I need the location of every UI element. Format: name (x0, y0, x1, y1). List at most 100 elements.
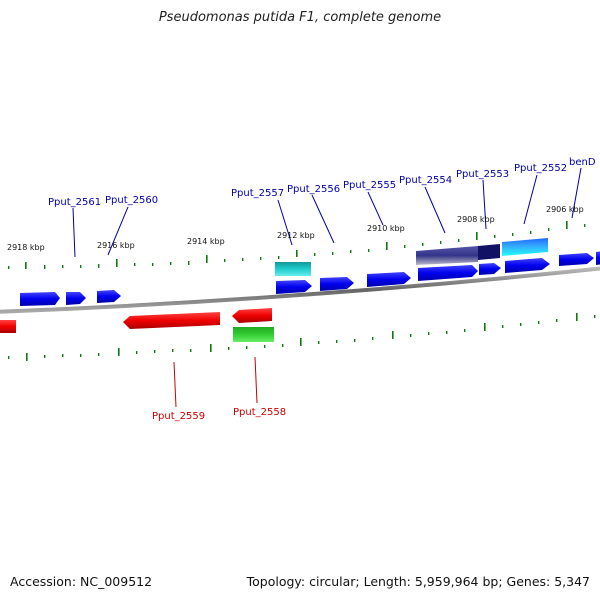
bottom-tick-row (8, 313, 596, 361)
tick (350, 250, 352, 253)
forward-gene (320, 277, 354, 291)
leader-line (424, 186, 446, 234)
tick (210, 344, 212, 352)
tick (318, 341, 320, 344)
tick (314, 253, 316, 256)
forward-gene (505, 258, 550, 273)
genome-backbone (0, 266, 600, 314)
leader-line (482, 179, 487, 230)
forward-gene (596, 251, 600, 265)
tick (538, 321, 540, 324)
forward-gene (66, 292, 86, 305)
kbp-label: 2918 kbp (7, 243, 45, 252)
leader-line (523, 174, 538, 225)
cyan-feature (502, 238, 548, 256)
tick (224, 259, 226, 262)
forward-gene (418, 265, 478, 281)
reverse-genes (0, 308, 274, 342)
reverse-gene (232, 308, 272, 323)
tick (476, 232, 478, 240)
tick (134, 263, 136, 266)
tick (152, 263, 154, 266)
tick (242, 258, 244, 261)
leader-line (107, 206, 129, 256)
tick (172, 349, 174, 352)
leader-line (173, 361, 177, 408)
tick (188, 261, 190, 265)
tick (80, 354, 82, 357)
tick (422, 243, 424, 246)
tick (428, 332, 430, 335)
tick (300, 338, 302, 346)
gene-label-pput-2552: Pput_2552 (514, 163, 567, 174)
tick (136, 351, 138, 354)
tick (372, 337, 374, 340)
tick (458, 239, 460, 242)
gene-label-pput-2557: Pput_2557 (231, 188, 284, 199)
rna-gene (233, 327, 274, 342)
reverse-gene (123, 312, 220, 329)
outer-feature-row (275, 238, 548, 276)
gene-label-pput-2554: Pput_2554 (399, 175, 452, 186)
tick (296, 250, 298, 257)
genome-summary-text: Topology: circular; Length: 5,959,964 bp… (246, 574, 590, 589)
tick (246, 346, 248, 349)
tick (116, 259, 118, 267)
kbp-labels: 2918 kbp 2916 kbp 2914 kbp 2912 kbp 2910… (7, 205, 584, 252)
leader-line (72, 207, 76, 258)
tick (594, 315, 596, 318)
tick (154, 350, 156, 353)
tick (8, 356, 10, 359)
tick (446, 331, 448, 334)
tick (8, 266, 10, 269)
leader-line (367, 191, 384, 226)
tick (80, 265, 82, 268)
forward-gene (479, 263, 501, 275)
navy-feature (478, 244, 500, 260)
gene-label-pput-2558: Pput_2558 (233, 407, 286, 418)
gene-label-pput-2556: Pput_2556 (287, 184, 340, 195)
navy-feature (416, 246, 478, 265)
tick (44, 355, 46, 358)
tick (386, 242, 388, 250)
gene-label-bend: benD (569, 157, 596, 168)
gene-label-pput-2555: Pput_2555 (343, 180, 396, 191)
forward-gene (97, 290, 121, 303)
tick (576, 313, 578, 321)
gene-label-pput-2560: Pput_2560 (105, 195, 158, 206)
top-tick-row (8, 221, 586, 269)
tick (98, 264, 100, 268)
tick (62, 354, 64, 357)
tick (332, 252, 334, 255)
forward-genes (20, 251, 600, 306)
accession-text: Accession: NC_009512 (10, 574, 153, 589)
tick (228, 347, 230, 350)
tick (392, 331, 394, 339)
teal-feature (275, 262, 311, 276)
genome-title: Pseudomonas putida F1, complete genome (158, 10, 442, 25)
tick (336, 340, 338, 343)
tick (118, 348, 120, 356)
forward-gene (367, 272, 411, 287)
tick (62, 265, 64, 268)
leader-line (571, 167, 582, 219)
tick (584, 224, 586, 227)
tick (556, 319, 558, 322)
tick (512, 233, 514, 236)
forward-gene (559, 253, 594, 266)
tick (484, 323, 486, 331)
leader-line (277, 199, 293, 246)
forward-gene (20, 292, 60, 306)
leader-lines (72, 167, 582, 408)
gene-label-pput-2561: Pput_2561 (48, 197, 101, 208)
tick (260, 257, 262, 260)
tick (410, 334, 412, 337)
tick (282, 344, 284, 347)
tick (190, 349, 192, 352)
tick (26, 353, 28, 361)
tick (206, 255, 208, 263)
tick (404, 245, 406, 248)
tick (170, 262, 172, 265)
kbp-label: 2910 kbp (367, 224, 405, 233)
